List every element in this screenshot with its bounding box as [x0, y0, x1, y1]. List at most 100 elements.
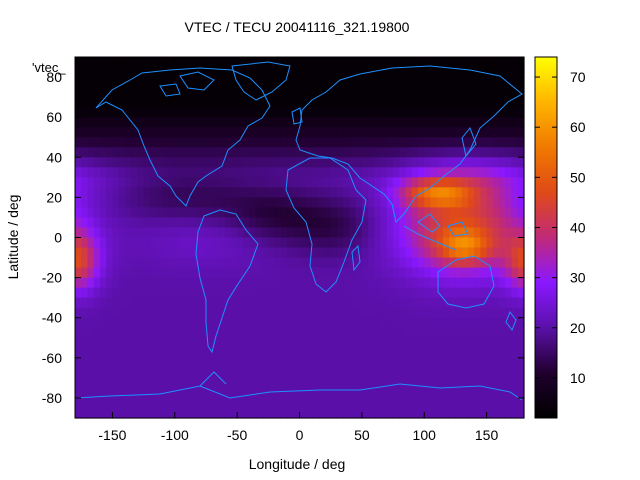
heatmap-cell — [218, 317, 226, 329]
heatmap-cell — [361, 147, 369, 158]
heatmap-cell — [517, 197, 525, 209]
heatmap-cell — [386, 397, 394, 409]
heatmap-cell — [436, 107, 444, 118]
heatmap-cell — [99, 247, 107, 259]
heatmap-cell — [399, 207, 407, 219]
heatmap-cell — [99, 207, 107, 219]
heatmap-cell — [106, 277, 114, 289]
heatmap-cell — [255, 97, 263, 108]
heatmap-cell — [149, 397, 157, 409]
heatmap-cell — [187, 247, 195, 259]
heatmap-cell — [349, 407, 357, 419]
heatmap-cell — [424, 117, 432, 128]
heatmap-cell — [75, 377, 82, 389]
heatmap-cell — [480, 77, 488, 88]
heatmap-cell — [274, 117, 282, 128]
x-tick-label: 50 — [354, 427, 370, 443]
heatmap-cell — [156, 117, 163, 128]
x-axis-label: Longitude / deg — [249, 456, 346, 472]
heatmap-cell — [262, 67, 269, 78]
heatmap-cell — [430, 167, 438, 178]
heatmap-cell — [318, 187, 326, 198]
heatmap-cell — [162, 207, 170, 219]
heatmap-cell — [118, 387, 126, 399]
heatmap-cell — [218, 237, 226, 249]
heatmap-cell — [99, 127, 107, 138]
heatmap-cell — [230, 57, 238, 68]
heatmap-cell — [349, 87, 357, 98]
heatmap-cell — [299, 107, 307, 118]
heatmap-cell — [442, 127, 450, 138]
heatmap-cell — [374, 207, 382, 219]
heatmap-cell — [442, 187, 450, 198]
heatmap-cell — [492, 167, 500, 178]
heatmap-cell — [106, 107, 114, 118]
heatmap-cell — [374, 97, 382, 108]
heatmap-cell — [143, 57, 151, 68]
heatmap-cell — [430, 187, 438, 198]
heatmap-cell — [324, 347, 332, 359]
heatmap-cell — [343, 367, 350, 379]
heatmap-cell — [399, 167, 407, 178]
heatmap-cell — [480, 97, 488, 108]
heatmap-cell — [442, 217, 450, 229]
heatmap-cell — [262, 187, 269, 198]
heatmap-cell — [505, 317, 513, 329]
heatmap-cell — [143, 337, 151, 349]
heatmap-cell — [218, 357, 226, 369]
heatmap-cell — [505, 377, 513, 389]
heatmap-cell — [336, 397, 344, 409]
heatmap-cell — [112, 67, 120, 78]
heatmap-cell — [137, 157, 145, 168]
heatmap-cell — [237, 147, 244, 158]
heatmap-cell — [262, 337, 269, 349]
heatmap-cell — [193, 117, 201, 128]
heatmap-cell — [199, 337, 207, 349]
heatmap-cell — [449, 127, 457, 138]
heatmap-cell — [131, 177, 138, 188]
heatmap-cell — [417, 387, 425, 399]
heatmap-cell — [405, 307, 413, 319]
heatmap-cell — [131, 367, 138, 379]
heatmap-cell — [274, 387, 282, 399]
heatmap-cell — [224, 157, 232, 168]
heatmap-cell — [75, 307, 82, 319]
heatmap-cell — [243, 177, 251, 188]
heatmap-cell — [75, 297, 82, 309]
heatmap-cell — [143, 387, 151, 399]
heatmap-cell — [262, 237, 269, 249]
heatmap-cell — [75, 217, 82, 229]
heatmap-cell — [249, 377, 257, 389]
heatmap-cell — [361, 257, 369, 269]
heatmap-cell — [442, 387, 450, 399]
heatmap-cell — [118, 167, 126, 178]
heatmap-cell — [212, 217, 220, 229]
heatmap-cell — [442, 317, 450, 329]
heatmap-cell — [118, 307, 126, 319]
heatmap-cell — [193, 227, 201, 239]
heatmap-cell — [355, 227, 363, 239]
heatmap-cell — [461, 367, 469, 379]
heatmap-cell — [430, 207, 438, 219]
heatmap-cell — [99, 347, 107, 359]
heatmap-cell — [93, 217, 101, 229]
heatmap-cell — [499, 367, 506, 379]
heatmap-cell — [305, 107, 313, 118]
heatmap-cell — [218, 277, 226, 289]
heatmap-cell — [480, 247, 488, 259]
heatmap-cell — [442, 87, 450, 98]
heatmap-cell — [193, 187, 201, 198]
heatmap-cell — [149, 287, 157, 299]
heatmap-cell — [106, 127, 114, 138]
heatmap-cell — [243, 67, 251, 78]
heatmap-cell — [467, 157, 475, 168]
heatmap-cell — [205, 257, 213, 269]
heatmap-cell — [162, 107, 170, 118]
heatmap-cell — [187, 297, 195, 309]
heatmap-cell — [361, 117, 369, 128]
heatmap-cell — [355, 97, 363, 108]
heatmap-cell — [449, 347, 457, 359]
heatmap-cell — [93, 297, 101, 309]
heatmap-cell — [131, 187, 138, 198]
heatmap-cell — [380, 397, 388, 409]
